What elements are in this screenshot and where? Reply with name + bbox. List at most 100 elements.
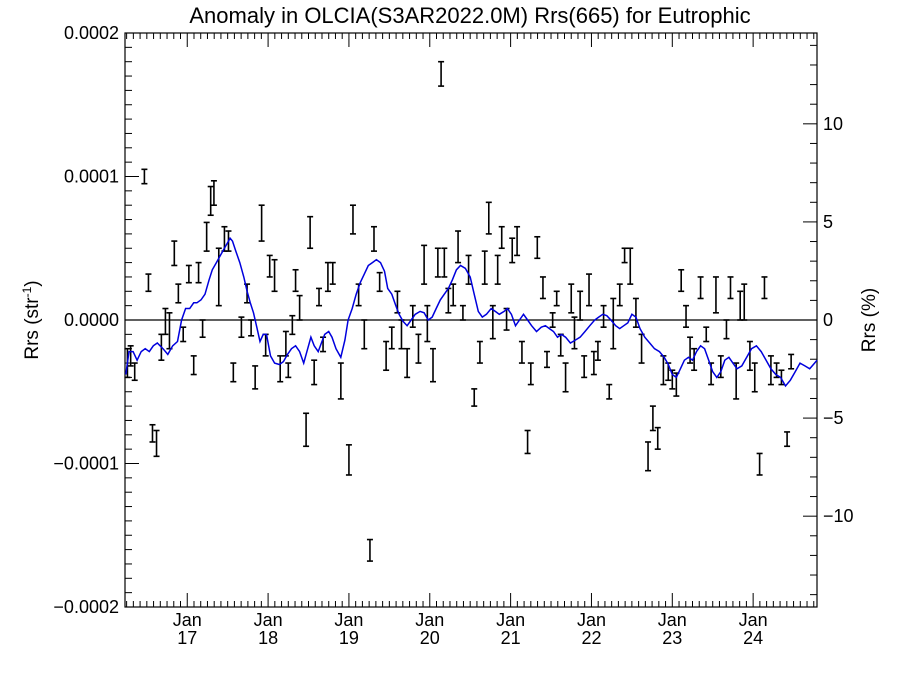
errorbar (153, 429, 160, 458)
errorbar (616, 283, 623, 307)
errorbar (149, 423, 156, 443)
errorbar (683, 304, 690, 328)
errorbar (252, 365, 259, 390)
errorbar (562, 362, 569, 393)
errorbar (421, 244, 428, 285)
errorbar (784, 431, 791, 448)
errorbar (307, 215, 314, 250)
errorbar (195, 261, 202, 284)
errorbar (441, 247, 448, 278)
errorbar (238, 316, 245, 339)
errorbar (712, 276, 719, 314)
errorbar (370, 225, 377, 252)
errorbar (185, 264, 192, 284)
y-axis-left-label-main: Rrs (str (22, 297, 43, 360)
errorbar (733, 362, 740, 400)
errorbar (727, 276, 734, 300)
errorbar (737, 290, 744, 321)
errorbar (489, 304, 496, 340)
errorbar (271, 258, 278, 293)
errorbar (316, 287, 323, 307)
right-axis: 10 5 0 −5 −10 (803, 44, 854, 596)
errorbar (434, 247, 441, 278)
x-tick-label-year: 18 (258, 628, 278, 648)
x-tick-label-year: 19 (339, 628, 359, 648)
x-tick-label-month: Jan (254, 610, 283, 630)
errorbar (761, 276, 768, 300)
errorbar (277, 355, 284, 383)
errorbar (329, 261, 336, 285)
errorbar (586, 273, 593, 307)
errorbar (485, 201, 492, 235)
left-axis: 0.0002 0.0001 0.0000 −0.0001 −0.0002 (53, 23, 139, 617)
errorbar (751, 362, 758, 393)
errorbar (621, 247, 628, 264)
errorbar (703, 326, 710, 343)
x-tick-label-month: Jan (334, 610, 363, 630)
errorbar (717, 355, 724, 379)
y-axis-right-label: Rrs (%) (859, 288, 880, 352)
errorbar (404, 347, 411, 379)
errorbar (145, 273, 152, 293)
y-right-tick-label: 10 (823, 114, 843, 134)
errorbar (203, 221, 210, 252)
y-left-tick-label: 0.0001 (64, 167, 119, 187)
errorbar (494, 254, 501, 285)
y-left-tick-label: −0.0002 (53, 597, 119, 617)
x-tick-label-month: Jan (739, 610, 768, 630)
x-tick-label-month: Jan (415, 610, 444, 630)
errorbar (756, 452, 763, 476)
errorbar (345, 444, 352, 476)
errorbar (691, 347, 698, 372)
errorbar (534, 235, 541, 260)
errorbar (741, 283, 748, 321)
errorbar (258, 204, 265, 242)
x-tick-label-month: Jan (496, 610, 525, 630)
errorbar (581, 355, 588, 379)
errorbar (199, 319, 206, 339)
y-right-tick-label: −5 (823, 408, 844, 428)
errorbar (292, 268, 299, 293)
anomaly-line (125, 236, 818, 388)
errorbar (553, 290, 560, 307)
errorbar (459, 304, 466, 321)
errorbar (162, 307, 169, 336)
errorbar (311, 359, 318, 386)
errorbar (266, 254, 273, 278)
errorbar (746, 340, 753, 372)
y-right-tick-label: 5 (823, 212, 833, 232)
errorbar (366, 538, 373, 562)
errorbar (289, 314, 296, 336)
errorbar (514, 225, 521, 257)
errorbar (190, 355, 197, 376)
x-tick-label-month: Jan (577, 610, 606, 630)
errorbar (398, 319, 405, 350)
errorbar (518, 340, 525, 364)
y-left-tick-label: 0.0000 (64, 310, 119, 330)
errorbar (349, 204, 356, 235)
x-tick-label-year: 22 (581, 628, 601, 648)
errorbar (649, 405, 656, 432)
errorbar (131, 362, 138, 382)
errorbar (549, 312, 556, 328)
errorbar (207, 185, 214, 217)
errorbar (767, 355, 774, 386)
y-axis-left-label-end: ) (22, 280, 43, 286)
errorbar (337, 362, 344, 400)
errorbar (600, 304, 607, 328)
errorbar (654, 426, 661, 450)
errorbar (450, 283, 457, 307)
errorbar (481, 250, 488, 285)
errorbar (645, 441, 652, 472)
errorbar (303, 412, 310, 448)
errorbar (409, 304, 416, 328)
errorbar (539, 276, 546, 300)
errorbar (594, 340, 601, 361)
errorbar (498, 225, 505, 250)
chart-title: Anomaly in OLCIA(S3AR2022.0M) Rrs(665) f… (189, 3, 750, 28)
errorbar (171, 240, 178, 267)
errorbar (678, 268, 685, 293)
errorbar (388, 326, 395, 350)
